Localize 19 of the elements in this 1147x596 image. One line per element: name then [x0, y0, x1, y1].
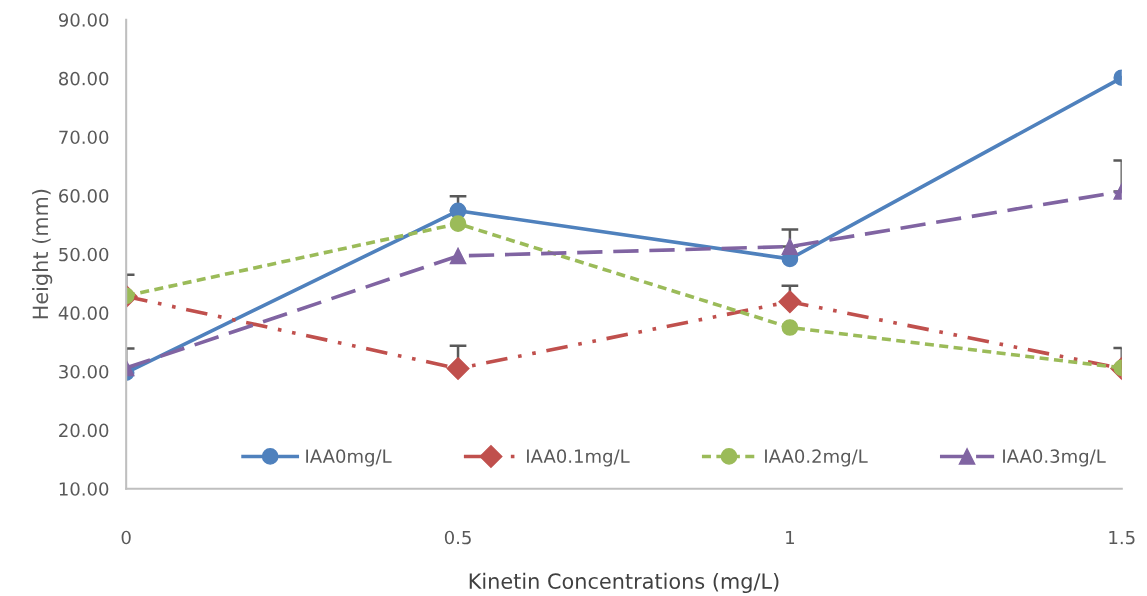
y-tick-label: 50.00	[59, 247, 109, 262]
legend-label: IAA0.3mg/L	[1003, 449, 1106, 467]
x-tick-label: 1.5	[1109, 530, 1135, 545]
legend-label: IAA0.1mg/L	[527, 449, 630, 467]
y-tick-label: 60.00	[59, 189, 109, 203]
y-tick-label: 80.00	[59, 71, 109, 86]
y-axis-title: Height (mm)	[32, 189, 53, 319]
legend-label: IAA0mg/L	[306, 449, 392, 467]
y-tick-label: 90.00	[58, 13, 109, 27]
x-tick-label: 1	[786, 530, 794, 545]
y-tick-label: 70.00	[59, 130, 109, 145]
x-tick-label: 0.5	[444, 530, 471, 545]
y-tick-label: 40.00	[58, 306, 109, 320]
y-tick-label: 20.00	[59, 423, 109, 438]
y-tick-label: 10.00	[59, 482, 109, 496]
x-tick-label: 0	[121, 530, 131, 545]
x-axis-title: Kinetin Concentrations (mg/L)	[469, 572, 779, 594]
legend-label: IAA0.2mg/L	[765, 449, 868, 467]
y-tick-label: 30.00	[59, 364, 109, 379]
